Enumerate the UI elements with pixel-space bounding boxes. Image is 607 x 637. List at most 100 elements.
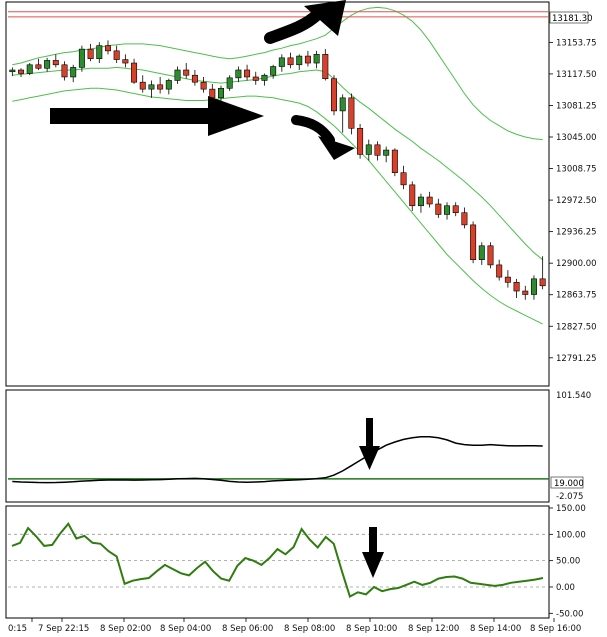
candle bbox=[409, 181, 416, 211]
candle bbox=[400, 165, 407, 190]
candle bbox=[87, 43, 94, 62]
candle-body bbox=[209, 88, 216, 99]
candle bbox=[348, 93, 355, 135]
adx-bottom-tick: -2.075 bbox=[556, 492, 583, 502]
curved-up-arrow-icon bbox=[264, 0, 346, 44]
candle bbox=[52, 54, 59, 68]
candle bbox=[78, 45, 85, 72]
candle-body bbox=[122, 59, 129, 64]
price-tick-label: 12791.25 bbox=[556, 354, 597, 364]
candle-body bbox=[357, 128, 364, 155]
curved-down-arrow-icon bbox=[291, 115, 355, 160]
candle-body bbox=[183, 69, 190, 76]
candle bbox=[357, 123, 364, 159]
candle-body bbox=[331, 78, 338, 112]
candle-body bbox=[165, 80, 172, 90]
candle bbox=[9, 67, 16, 77]
price-panel-frame bbox=[5, 1, 550, 387]
candle-body bbox=[244, 69, 251, 78]
adx-top-tick: 101.540 bbox=[556, 391, 591, 401]
candle-body bbox=[278, 57, 285, 67]
cci-series bbox=[11, 522, 544, 598]
candle-body bbox=[157, 84, 164, 90]
x-tick-label: 8 Sep 10:00 bbox=[346, 624, 397, 634]
down-arrow-icon-cci bbox=[362, 527, 384, 578]
price-tick-label: 12900.00 bbox=[556, 259, 597, 269]
candle bbox=[513, 278, 520, 298]
candle bbox=[522, 285, 529, 300]
band-line-1 bbox=[12, 66, 544, 261]
candle bbox=[35, 58, 42, 71]
x-tick-label: 8 Sep 14:00 bbox=[470, 624, 521, 634]
x-tick-label: 8 Sep 02:00 bbox=[100, 624, 151, 634]
candle bbox=[165, 78, 172, 95]
candle-body bbox=[96, 45, 103, 59]
adx-level-tag-box bbox=[550, 476, 584, 489]
horizontal-arrow-icon bbox=[50, 96, 264, 136]
candle-body bbox=[504, 276, 511, 283]
candle-body bbox=[522, 290, 529, 295]
candle bbox=[374, 141, 381, 161]
candle bbox=[322, 49, 329, 81]
candle bbox=[235, 66, 242, 83]
candle bbox=[539, 256, 546, 290]
cci-panel-frame bbox=[5, 505, 550, 619]
price-tick-label: 12972.50 bbox=[556, 196, 597, 206]
candle bbox=[313, 50, 320, 69]
candle bbox=[200, 76, 207, 93]
x-tick-label: 8 Sep 08:00 bbox=[284, 624, 335, 634]
cci-line bbox=[11, 522, 544, 598]
candle-body bbox=[417, 196, 424, 207]
candle bbox=[296, 54, 303, 71]
candle-body bbox=[61, 64, 68, 78]
cci-y-ticks: 150.00 100.00 50.00 0.00 -50.00 bbox=[549, 504, 586, 619]
candle-body bbox=[78, 48, 85, 68]
candle-body bbox=[235, 69, 242, 79]
candle bbox=[452, 202, 459, 217]
down-arrow-icon-adx bbox=[359, 418, 380, 470]
candle bbox=[226, 75, 233, 91]
candle bbox=[496, 259, 503, 281]
candle-body bbox=[530, 278, 537, 295]
current-price-tag: 13181.30 bbox=[552, 14, 593, 24]
candle-body bbox=[322, 54, 329, 80]
candle bbox=[26, 63, 33, 76]
price-tick-label: 13045.00 bbox=[556, 133, 597, 143]
candle bbox=[339, 94, 346, 133]
candle bbox=[174, 66, 181, 84]
candle bbox=[304, 50, 311, 67]
candle-body bbox=[174, 69, 181, 81]
candle bbox=[113, 45, 120, 64]
candle bbox=[96, 42, 103, 64]
price-y-ticks: 13153.75 13117.50 13081.25 13045.00 13008.75… bbox=[549, 38, 597, 364]
candle-body bbox=[26, 64, 33, 74]
x-axis-ticks: 0:15 7 Sep 22:15 8 Sep 02:00 8 Sep 04:00 8 S… bbox=[8, 618, 581, 634]
candle-body bbox=[444, 205, 451, 215]
candle bbox=[270, 64, 277, 79]
candle-body bbox=[470, 224, 477, 260]
candle-body bbox=[113, 50, 120, 60]
price-tick-label: 13117.50 bbox=[556, 70, 597, 80]
candle bbox=[122, 54, 129, 68]
candle bbox=[70, 64, 77, 83]
candle bbox=[278, 54, 285, 72]
cci-tick-label: 0.00 bbox=[556, 583, 575, 593]
x-tick-label: 8 Sep 16:00 bbox=[530, 624, 581, 634]
candle-body bbox=[70, 67, 77, 78]
candle bbox=[261, 73, 268, 86]
band-line-2 bbox=[12, 87, 543, 325]
price-tick-label: 13008.75 bbox=[556, 165, 597, 175]
candle-body bbox=[539, 278, 546, 287]
candle bbox=[383, 146, 390, 163]
candle-body bbox=[104, 45, 111, 52]
cci-tick-label: -50.00 bbox=[556, 609, 583, 619]
candle bbox=[131, 58, 138, 84]
candle-body bbox=[426, 196, 433, 205]
cci-grid bbox=[8, 533, 549, 588]
candle-body bbox=[139, 81, 146, 90]
price-tick-label: 12863.75 bbox=[556, 291, 597, 301]
candle-body bbox=[217, 87, 224, 99]
candle bbox=[331, 75, 338, 116]
candle-body bbox=[87, 48, 94, 59]
